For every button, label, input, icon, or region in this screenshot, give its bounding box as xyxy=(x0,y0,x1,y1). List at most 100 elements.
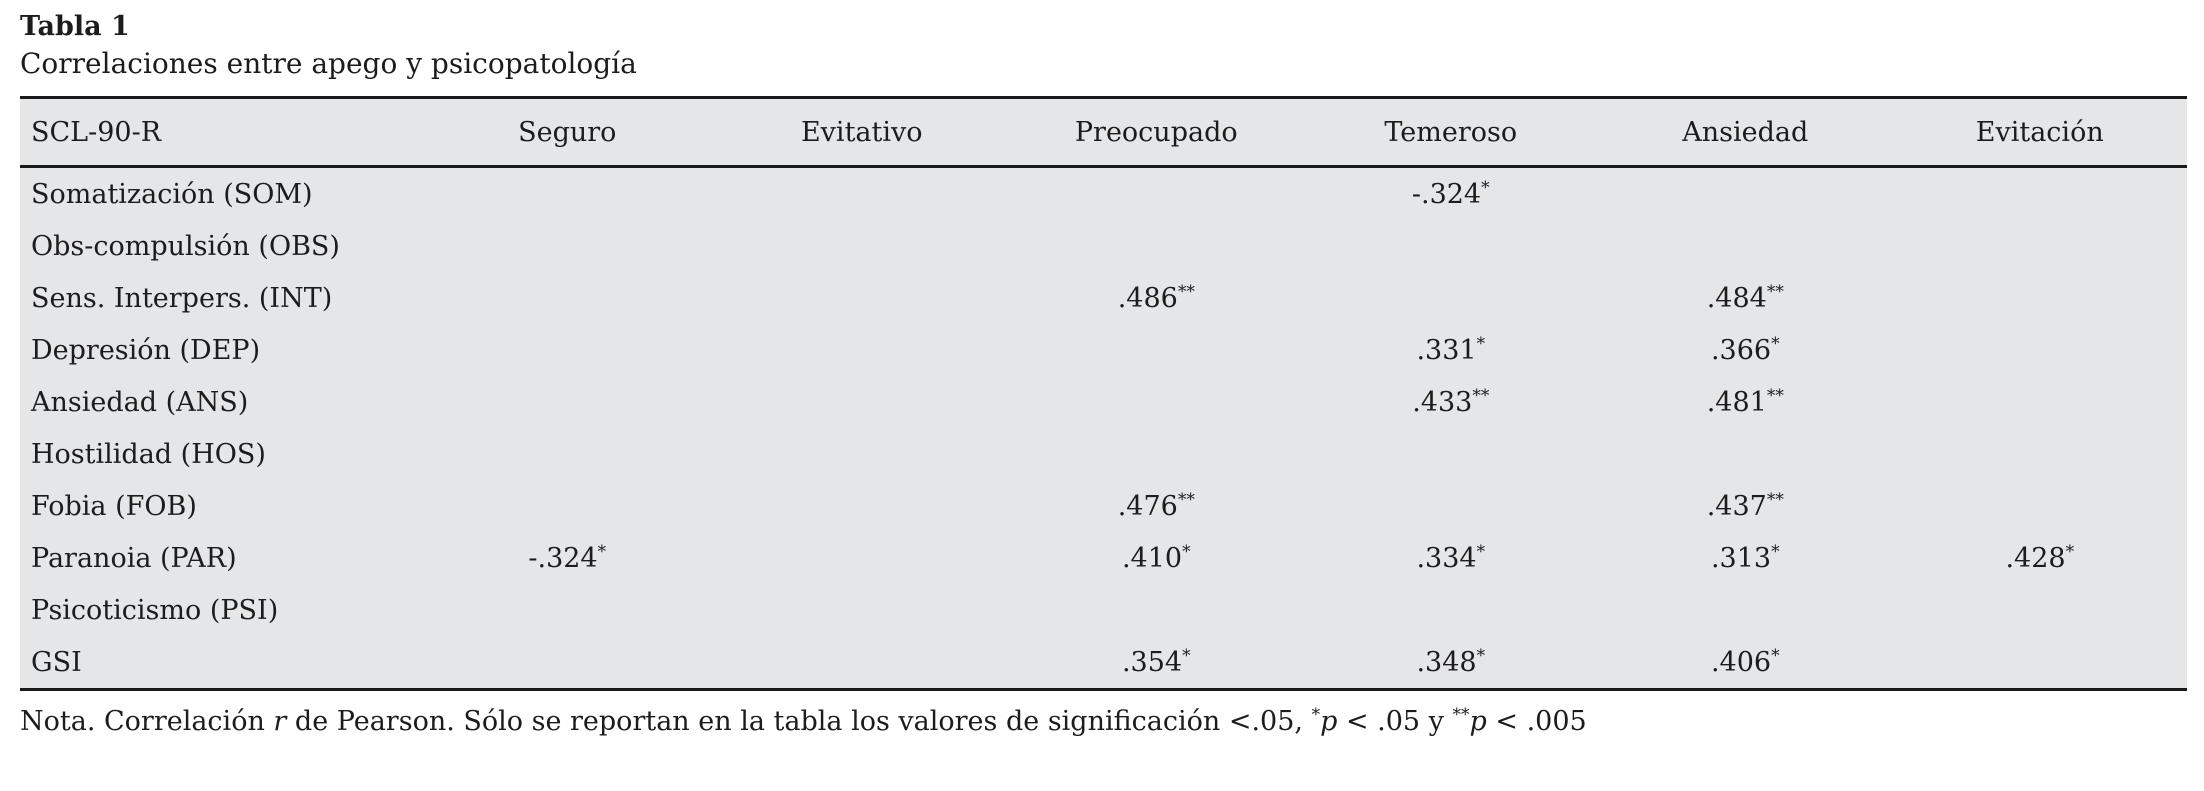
significance-stars: * xyxy=(2065,541,2075,562)
row-label: Somatización (SOM) xyxy=(31,178,313,210)
correlation-cell xyxy=(1598,220,1893,272)
correlation-cell: -.324* xyxy=(528,541,607,574)
note-text: Nota. Correlación xyxy=(20,706,274,737)
significance-stars: * xyxy=(1182,645,1191,666)
correlation-cell xyxy=(715,584,1010,636)
note-text: < .005 xyxy=(1486,706,1587,737)
correlation-cell xyxy=(1893,220,2188,272)
table-row: Ansiedad (ANS) .433** .481** xyxy=(20,376,2187,428)
significance-stars: * xyxy=(1476,541,1486,562)
row-label: Paranoia (PAR) xyxy=(31,542,237,574)
correlation-cell: .354* xyxy=(1121,645,1191,678)
table-label: Tabla 1 xyxy=(20,11,130,42)
correlation-cell xyxy=(1893,636,2188,690)
correlation-cell xyxy=(420,480,715,532)
correlation-cell xyxy=(1893,324,2188,376)
correlation-cell: .366* xyxy=(1710,333,1780,366)
significance-stars: * xyxy=(1481,177,1490,198)
row-label: Hostilidad (HOS) xyxy=(31,438,266,470)
correlation-cell: .433** xyxy=(1412,385,1490,418)
significance-stars: ** xyxy=(1177,281,1195,302)
correlation-cell xyxy=(715,272,1010,324)
table-row: GSI .354* .348* .406* xyxy=(20,636,2187,690)
significance-stars: * xyxy=(1771,645,1780,666)
correlation-cell: -.324* xyxy=(1411,177,1490,210)
table-note: Nota. Correlación r de Pearson. Sólo se … xyxy=(20,705,2187,739)
note-significance-stars: ** xyxy=(1452,705,1470,725)
correlation-cell xyxy=(1009,324,1304,376)
correlation-cell xyxy=(715,428,1010,480)
row-label: Depresión (DEP) xyxy=(31,334,261,366)
row-label: Psicoticismo (PSI) xyxy=(31,594,279,626)
table-caption: Correlaciones entre apego y psicopatolog… xyxy=(20,47,637,80)
correlation-cell: .348* xyxy=(1416,645,1486,678)
significance-stars: ** xyxy=(1472,385,1490,406)
note-text: < .05 y xyxy=(1337,706,1453,737)
significance-stars: * xyxy=(597,541,607,562)
correlation-cell xyxy=(1304,480,1599,532)
significance-stars: * xyxy=(1771,333,1780,354)
row-label: GSI xyxy=(31,646,82,678)
correlation-cell xyxy=(420,428,715,480)
significance-stars: * xyxy=(1476,645,1486,666)
correlation-cell: .331* xyxy=(1416,333,1486,366)
correlation-cell xyxy=(420,376,715,428)
column-header: Ansiedad xyxy=(1598,97,1893,168)
correlation-cell xyxy=(1893,272,2188,324)
correlation-cell: .334* xyxy=(1416,541,1486,574)
column-header: Evitativo xyxy=(714,97,1009,168)
correlation-cell xyxy=(1009,584,1304,636)
column-header: Evitación xyxy=(1892,97,2187,168)
note-text: de Pearson. Sólo se reportan en la tabla… xyxy=(286,706,1312,737)
column-header: Temeroso xyxy=(1303,97,1598,168)
table-header: SCL-90-R Seguro Evitativo Preocupado Temeros… xyxy=(20,97,2187,168)
correlation-cell: .481** xyxy=(1706,385,1784,418)
table-row: Paranoia (PAR) -.324* .410* .334* .313* .428* xyxy=(20,532,2187,584)
correlation-cell xyxy=(1009,220,1304,272)
column-header: Preocupado xyxy=(1009,97,1304,168)
table-body: Somatización (SOM) -.324* Obs-compulsión (… xyxy=(20,167,2187,690)
correlation-cell xyxy=(1009,428,1304,480)
correlation-cell xyxy=(1893,376,2188,428)
correlation-cell xyxy=(1598,428,1893,480)
note-significance-stars: * xyxy=(1311,705,1321,725)
header-row: SCL-90-R Seguro Evitativo Preocupado Temeros… xyxy=(20,97,2187,168)
row-label: Fobia (FOB) xyxy=(31,490,197,522)
correlation-cell xyxy=(420,272,715,324)
significance-stars: ** xyxy=(1766,489,1784,510)
correlation-cell xyxy=(1893,428,2188,480)
table-row: Hostilidad (HOS) xyxy=(20,428,2187,480)
correlation-cell xyxy=(1893,167,2188,221)
correlation-cell xyxy=(420,167,715,221)
row-label: Sens. Interpers. (INT) xyxy=(31,282,333,314)
correlation-cell xyxy=(420,636,715,690)
table-row: Sens. Interpers. (INT) .486** .484** xyxy=(20,272,2187,324)
significance-stars: * xyxy=(1771,541,1780,562)
correlation-cell xyxy=(1598,167,1893,221)
correlation-cell xyxy=(715,376,1010,428)
table-row: Somatización (SOM) -.324* xyxy=(20,167,2187,221)
correlation-cell xyxy=(715,636,1010,690)
correlation-cell xyxy=(420,584,715,636)
table-figure: Tabla 1 Correlaciones entre apego y psic… xyxy=(20,11,2187,739)
table-row: Depresión (DEP) .331* .366* xyxy=(20,324,2187,376)
table-row: Fobia (FOB) .476** .437** xyxy=(20,480,2187,532)
correlation-cell: .428* xyxy=(2005,541,2075,574)
correlation-cell xyxy=(1893,584,2188,636)
correlation-cell xyxy=(715,220,1010,272)
significance-stars: * xyxy=(1476,333,1486,354)
correlation-cell xyxy=(1009,376,1304,428)
correlation-cell xyxy=(715,324,1010,376)
significance-stars: ** xyxy=(1766,281,1784,302)
correlation-cell xyxy=(1598,584,1893,636)
significance-stars: * xyxy=(1182,541,1191,562)
correlation-cell xyxy=(715,480,1010,532)
correlation-cell xyxy=(715,167,1010,221)
significance-stars: ** xyxy=(1177,489,1195,510)
column-header-scale: SCL-90-R xyxy=(20,97,420,168)
row-label: Ansiedad (ANS) xyxy=(31,386,249,418)
correlation-cell xyxy=(1304,220,1599,272)
correlation-cell xyxy=(420,220,715,272)
significance-stars: ** xyxy=(1766,385,1784,406)
correlation-cell: .406* xyxy=(1710,645,1780,678)
